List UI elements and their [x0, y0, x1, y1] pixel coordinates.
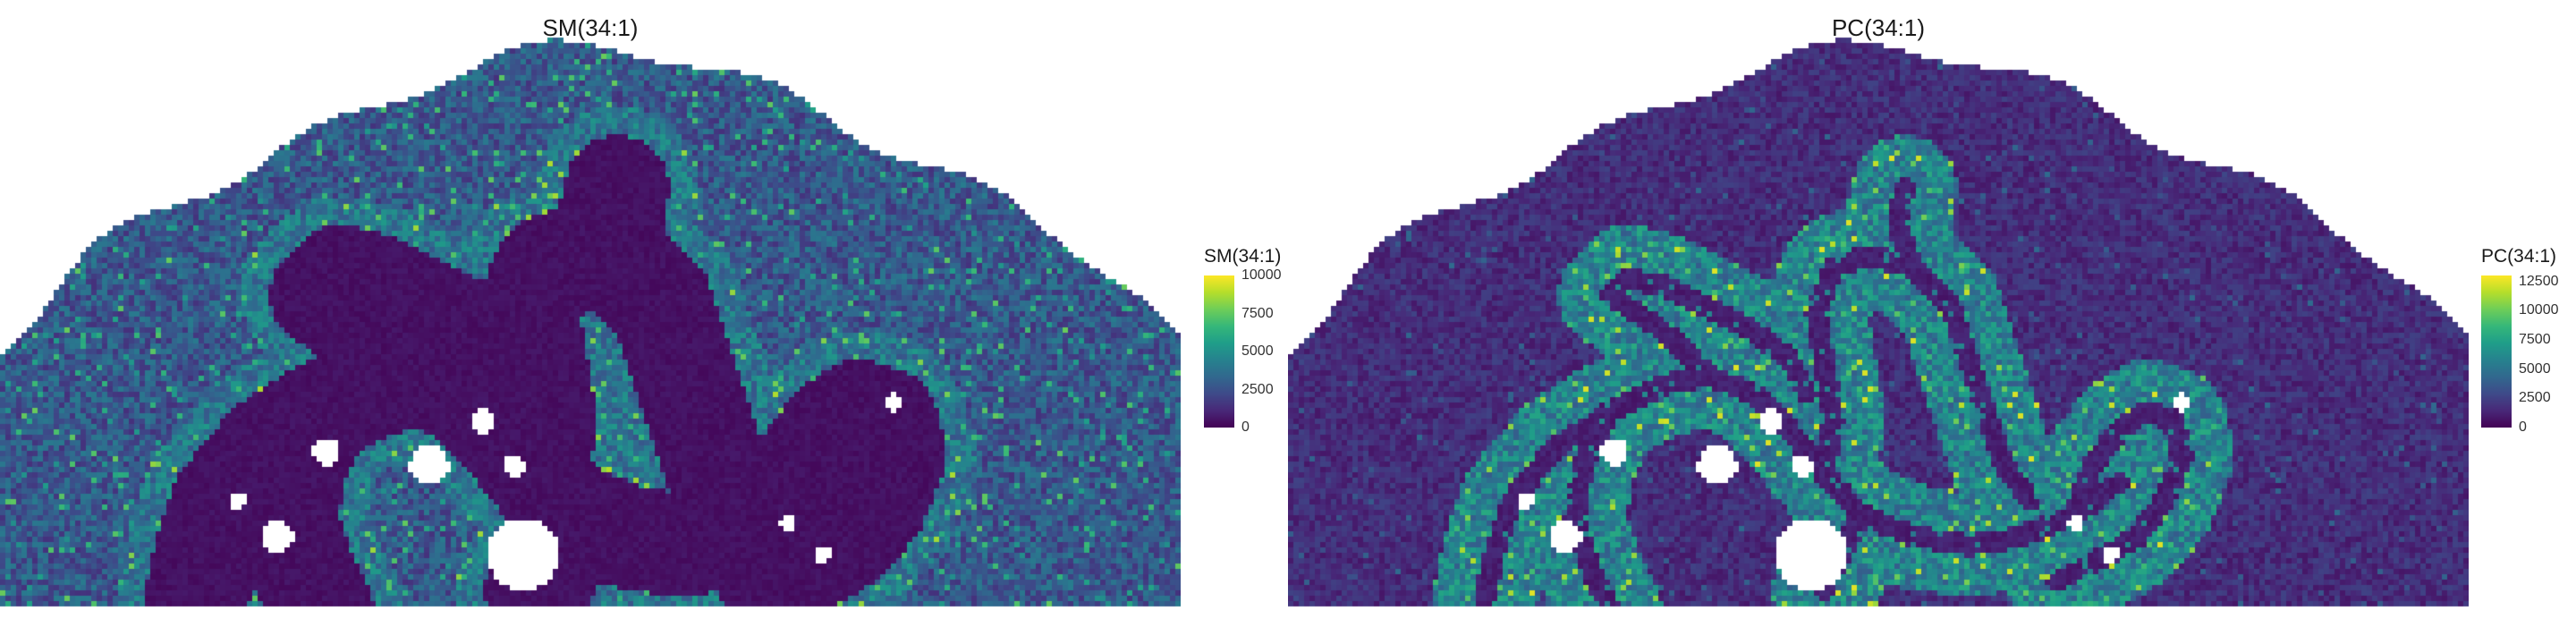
- sm-colorbar: [1204, 275, 1234, 428]
- pc-legend-label: 5000: [2519, 360, 2551, 377]
- pc-legend-label: 10000: [2519, 302, 2559, 318]
- sm-legend-title: SM(34:1): [1204, 246, 1282, 267]
- sm-legend-tick: [1234, 427, 1240, 428]
- sm-panel: SM(34:1) SM(34:1) 0 2500 5000 7500 10000: [0, 0, 1282, 644]
- sm-title: SM(34:1): [542, 14, 639, 41]
- pc-legend-label: 7500: [2519, 331, 2551, 347]
- sm-legend-label: 0: [1241, 419, 1250, 435]
- sm-legend: SM(34:1) 0 2500 5000 7500 10000: [1204, 246, 1282, 435]
- sm-legend-label: 5000: [1241, 343, 1274, 359]
- sm-legend-tick: [1234, 275, 1240, 276]
- sm-legend-tick: [1234, 351, 1240, 352]
- sm-legend-tick: [1234, 388, 1240, 391]
- pc-title: PC(34:1): [1831, 14, 1926, 41]
- pc-legend: PC(34:1) 0 2500 5000 7500 10000 12500: [2481, 246, 2559, 435]
- pc-legend-title: PC(34:1): [2481, 246, 2557, 267]
- pc-legend-tick: [2512, 427, 2517, 428]
- sm-heatmap: [0, 0, 1181, 644]
- sm-legend-label: 7500: [1241, 305, 1274, 321]
- pc-legend-tick: [2512, 280, 2517, 283]
- pc-legend-tick: [2512, 309, 2517, 312]
- pc-legend-tick: [2512, 368, 2517, 370]
- sm-legend-tick: [1234, 312, 1240, 315]
- pc-legend-label: 0: [2519, 419, 2527, 435]
- pc-colorbar: [2481, 275, 2512, 428]
- pc-heatmap: [1288, 0, 2469, 644]
- sm-legend-label: 10000: [1241, 267, 1282, 283]
- pc-legend-tick: [2512, 397, 2517, 400]
- pc-legend-label: 2500: [2519, 390, 2551, 406]
- pc-panel: PC(34:1) PC(34:1) 0 2500 5000 7500 10000 1250…: [1288, 0, 2576, 644]
- pc-legend-label: 12500: [2519, 273, 2559, 289]
- pc-legend-tick: [2512, 338, 2517, 341]
- sm-legend-label: 2500: [1241, 381, 1274, 397]
